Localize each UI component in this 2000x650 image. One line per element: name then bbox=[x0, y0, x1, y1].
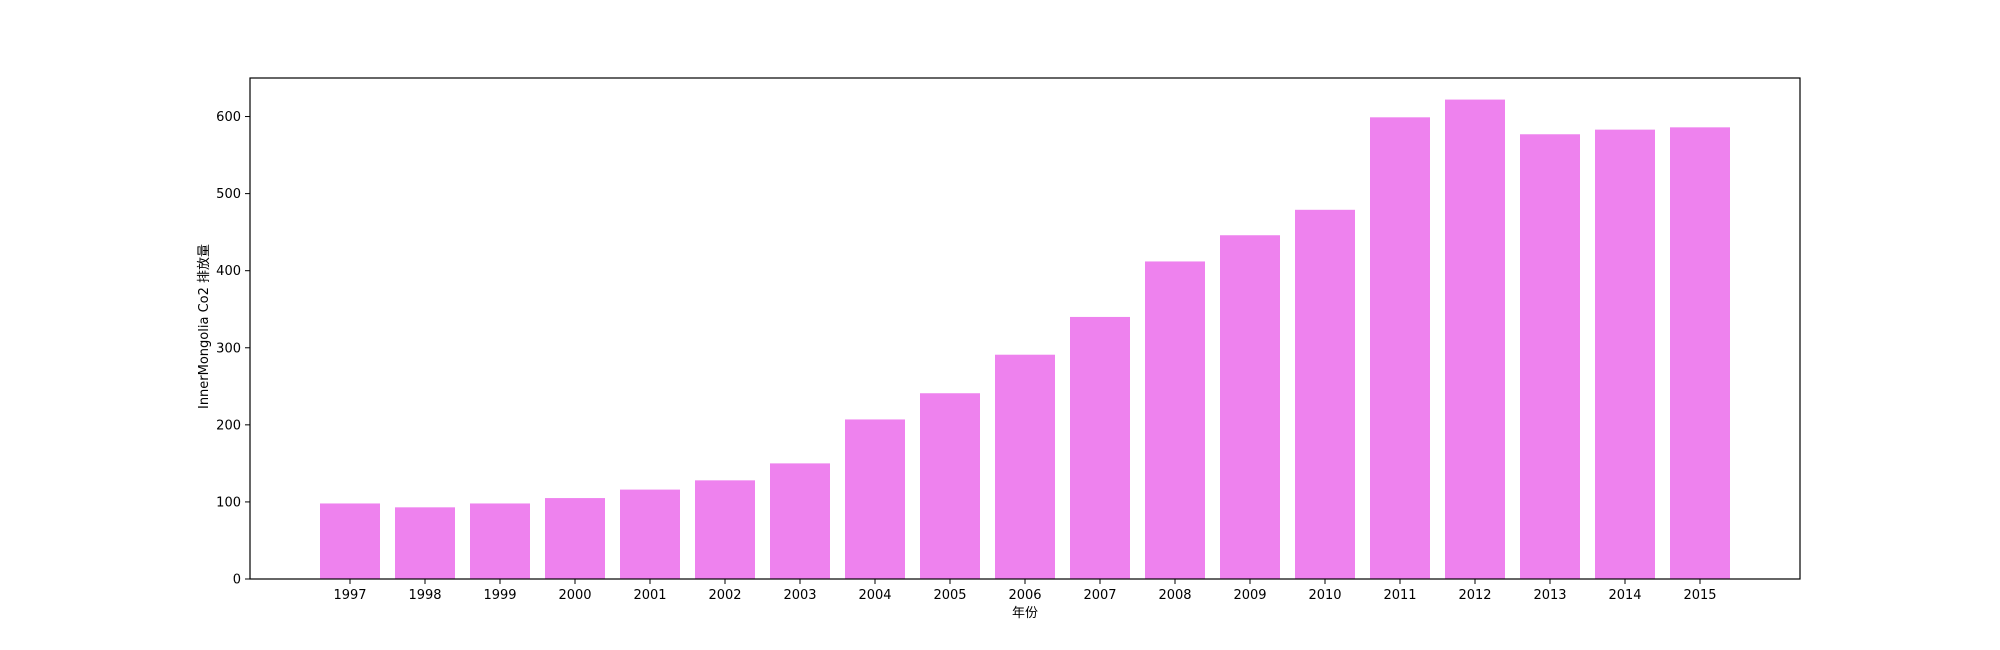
x-axis-ticks: 1997 1998 1999 2000 2001 2002 2003 2004 2005 2006… bbox=[333, 579, 1717, 603]
bar-2010 bbox=[1295, 209, 1355, 579]
x-tick-label: 2007 bbox=[1083, 588, 1116, 603]
bar-2009 bbox=[1220, 235, 1280, 579]
x-tick-label: 2008 bbox=[1158, 588, 1191, 603]
x-tick-label: 2015 bbox=[1683, 588, 1716, 603]
bar-2015 bbox=[1670, 127, 1730, 580]
bar-2004 bbox=[845, 419, 905, 579]
y-axis-label: InnerMongolia Co2 排放量 bbox=[197, 244, 212, 409]
bar-1997 bbox=[320, 503, 380, 579]
x-tick-label: 1999 bbox=[483, 588, 516, 603]
bar-2003 bbox=[770, 463, 830, 579]
y-tick-label: 200 bbox=[216, 418, 241, 433]
y-tick-label: 600 bbox=[216, 110, 241, 125]
bars-layer bbox=[320, 99, 1730, 580]
x-tick-label: 2000 bbox=[558, 588, 591, 603]
bar-1998 bbox=[395, 507, 455, 579]
bar-2001 bbox=[620, 489, 680, 579]
bar-2006 bbox=[995, 354, 1055, 579]
bar-2014 bbox=[1595, 129, 1655, 579]
bar-2012 bbox=[1445, 99, 1505, 579]
bar-2000 bbox=[545, 498, 605, 579]
bar-2013 bbox=[1520, 134, 1580, 579]
x-tick-label: 2005 bbox=[933, 588, 966, 603]
x-axis-label: 年份 bbox=[1012, 606, 1038, 621]
x-tick-label: 2012 bbox=[1458, 588, 1491, 603]
y-tick-label: 300 bbox=[216, 341, 241, 356]
y-axis-ticks: 0 100 200 300 400 500 600 bbox=[216, 110, 250, 588]
x-tick-label: 1997 bbox=[333, 588, 366, 603]
bar-2005 bbox=[920, 393, 980, 579]
x-tick-label: 2006 bbox=[1008, 588, 1041, 603]
bar-1999 bbox=[470, 503, 530, 579]
bar-2011 bbox=[1370, 117, 1430, 579]
x-tick-label: 2003 bbox=[783, 588, 816, 603]
x-tick-label: 2002 bbox=[708, 588, 741, 603]
x-tick-label: 2014 bbox=[1608, 588, 1641, 603]
y-tick-label: 400 bbox=[216, 264, 241, 279]
y-tick-label: 0 bbox=[233, 573, 241, 588]
y-tick-label: 500 bbox=[216, 187, 241, 202]
bar-2008 bbox=[1145, 261, 1205, 579]
x-tick-label: 1998 bbox=[408, 588, 441, 603]
x-tick-label: 2004 bbox=[858, 588, 891, 603]
x-tick-label: 2001 bbox=[633, 588, 666, 603]
x-tick-label: 2010 bbox=[1308, 588, 1341, 603]
bar-2007 bbox=[1070, 316, 1130, 579]
x-tick-label: 2011 bbox=[1383, 588, 1416, 603]
bar-2002 bbox=[695, 480, 755, 579]
x-tick-label: 2013 bbox=[1533, 588, 1566, 603]
plot-frame bbox=[249, 77, 1801, 580]
y-tick-label: 100 bbox=[216, 495, 241, 510]
x-tick-label: 2009 bbox=[1233, 588, 1266, 603]
